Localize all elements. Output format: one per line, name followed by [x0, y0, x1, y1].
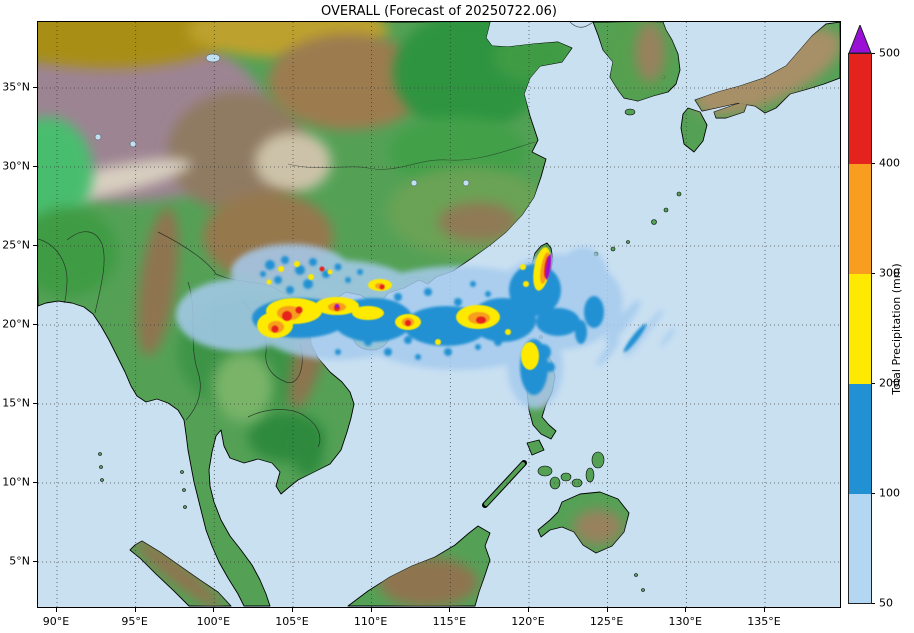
precip-over-500 [335, 254, 552, 308]
colorbar-segment [849, 384, 871, 494]
colorbar-tick-mark [872, 273, 875, 274]
colorbar-tick-mark [872, 383, 875, 384]
y-axis: 35°N 30°N 25°N 20°N 15°N 10°N 5°N [0, 21, 37, 608]
x-tick-mark [527, 608, 529, 612]
colorbar-segment [849, 164, 871, 274]
colorbar-segment [849, 54, 871, 164]
precipitation-overlay [176, 244, 676, 409]
y-tick-label: 20°N [2, 317, 30, 331]
colorbar [848, 25, 872, 604]
x-tick-label: 105°E [275, 615, 309, 628]
x-tick-mark [370, 608, 372, 612]
x-tick-label: 115°E [432, 615, 467, 628]
x-tick-label: 135°E [747, 615, 781, 628]
x-tick-mark [685, 608, 687, 612]
x-tick-mark [606, 608, 608, 612]
map-title: OVERALL (Forecast of 20250722.06) [321, 4, 557, 19]
y-tick-label: 5°N [9, 554, 30, 568]
landmasses [38, 22, 840, 607]
colorbar-tick-label: 400 [879, 156, 900, 170]
colorbar-tick-mark [872, 53, 875, 54]
x-tick-label: 125°E [589, 615, 624, 628]
colorbar-tick-label: 500 [879, 46, 900, 60]
x-tick-label: 90°E [42, 615, 70, 628]
y-tick-label: 30°N [2, 159, 30, 173]
x-tick-mark [763, 608, 765, 612]
y-tick-mark [33, 166, 37, 167]
colorbar-tick-label: 50 [879, 596, 893, 610]
map-svg [38, 22, 840, 607]
x-tick-label: 100°E [196, 615, 231, 628]
y-tick-label: 10°N [2, 475, 30, 489]
x-tick-mark [449, 608, 451, 612]
x-tick-label: 110°E [353, 615, 388, 628]
y-tick-mark [33, 87, 37, 88]
y-tick-mark [33, 245, 37, 246]
colorbar-tick-mark [872, 493, 875, 494]
small-islands [98, 74, 682, 592]
y-tick-label: 35°N [2, 80, 30, 94]
x-tick-mark [134, 608, 136, 612]
colorbar-segments [848, 53, 872, 604]
x-axis: 90°E 95°E 100°E 105°E 110°E 115°E 120°E 125°E 13… [37, 608, 841, 632]
y-tick-mark [33, 561, 37, 562]
y-tick-label: 15°N [2, 396, 30, 410]
x-tick-mark [213, 608, 215, 612]
colorbar-tick-label: 100 [879, 486, 900, 500]
map-canvas [37, 21, 841, 608]
y-tick-mark [33, 324, 37, 325]
y-tick-mark [33, 482, 37, 483]
lakes [94, 53, 470, 187]
colorbar-segment [849, 274, 871, 384]
colorbar-tick-mark [872, 603, 875, 604]
colorbar-label: Total Precipitation (mm) [890, 263, 903, 395]
colorbar-segment [849, 494, 871, 603]
y-tick-label: 25°N [2, 238, 30, 252]
x-tick-mark [56, 608, 57, 612]
y-tick-mark [33, 403, 37, 404]
x-tick-mark [291, 608, 293, 612]
colorbar-over-arrow [848, 25, 872, 53]
x-tick-label: 120°E [511, 615, 545, 628]
colorbar-tick-mark [872, 163, 875, 164]
x-tick-label: 95°E [121, 615, 148, 628]
x-tick-label: 130°E [668, 615, 702, 628]
